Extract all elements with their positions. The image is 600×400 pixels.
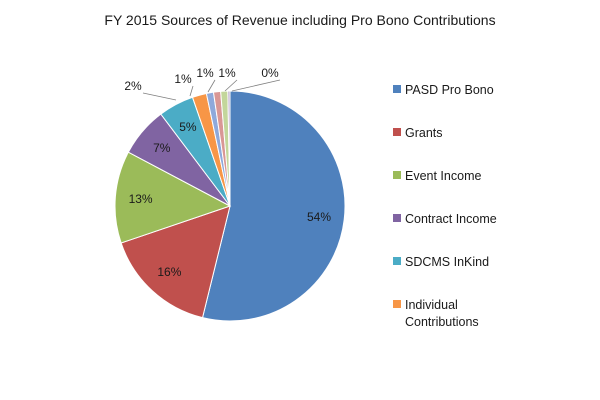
leader-line-6 (189, 85, 194, 97)
leader-line-5 (142, 92, 177, 101)
pie-slice-slice-9 (227, 90, 231, 207)
legend-label-pasd-pro-bono: PASD Pro Bono (405, 83, 494, 97)
leader-line-7 (207, 79, 216, 93)
legend-swatch-contract-income (393, 214, 401, 222)
leader-line-8 (224, 79, 238, 92)
data-label-slice-6: 1% (174, 72, 192, 86)
data-labels: 54% 16% 13% 7% 5% 2% 1% 1% 1% 0% (124, 66, 331, 279)
chart-title: FY 2015 Sources of Revenue including Pro… (104, 12, 495, 28)
pie-slice-event-income (114, 151, 232, 244)
legend: PASD Pro Bono Grants Event Income Contract … (393, 83, 497, 329)
pie-slices (114, 90, 346, 322)
data-label-individual-contributions: 2% (124, 79, 142, 93)
data-label-slice-9: 0% (261, 66, 279, 80)
data-label-event-income: 13% (129, 192, 153, 206)
data-label-grants: 16% (157, 265, 181, 279)
legend-label-individual-contributions-0: Individual (405, 298, 458, 312)
legend-label-contract-income: Contract Income (405, 212, 497, 226)
legend-swatch-grants (393, 128, 401, 136)
legend-label-individual-contributions-1: Contributions (405, 315, 479, 329)
legend-label-sdcms-inkind: SDCMS InKind (405, 255, 489, 269)
data-label-sdcms-inkind: 5% (179, 120, 197, 134)
data-label-contract-income: 7% (153, 141, 171, 155)
data-label-slice-7: 1% (196, 66, 214, 80)
pie-slice-pasd-pro-bono (201, 90, 346, 322)
legend-label-grants: Grants (405, 126, 443, 140)
legend-swatch-event-income (393, 171, 401, 179)
leader-line-9 (231, 79, 281, 92)
data-label-pasd-pro-bono: 54% (307, 210, 331, 224)
legend-swatch-individual-contributions (393, 300, 401, 308)
legend-swatch-pasd-pro-bono (393, 85, 401, 93)
leader-lines (142, 79, 281, 101)
data-label-slice-8: 1% (218, 66, 236, 80)
legend-label-event-income: Event Income (405, 169, 481, 183)
legend-swatch-sdcms-inkind (393, 257, 401, 265)
